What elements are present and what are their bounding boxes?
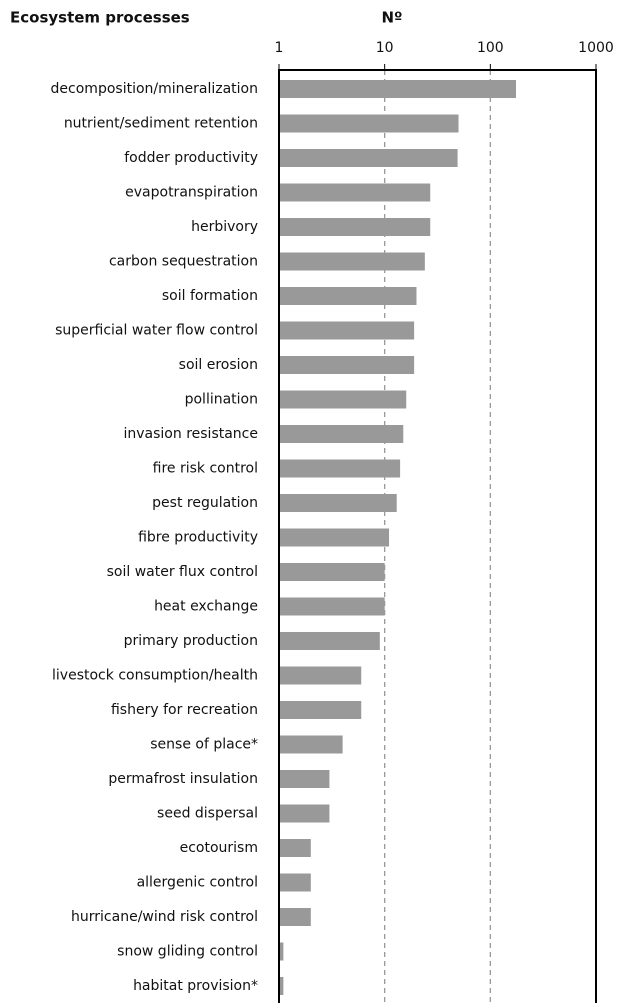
y-tick-label: fodder productivity — [124, 150, 258, 166]
y-tick-label: livestock consumption/health — [52, 668, 258, 684]
y-tick-label: sense of place* — [150, 737, 258, 753]
y-tick-label: snow gliding control — [117, 944, 258, 960]
bar — [279, 494, 397, 512]
y-tick-label: heat exchange — [154, 599, 258, 615]
y-tick-label: seed dispersal — [157, 806, 258, 822]
bar — [279, 666, 362, 685]
bar — [279, 770, 330, 788]
y-tick-label: nutrient/sediment retention — [64, 116, 258, 132]
y-tick-label: hurricane/wind risk control — [71, 909, 258, 925]
bar — [279, 459, 401, 478]
chart-title: Ecosystem processes — [10, 9, 190, 27]
x-tick-label: 1 — [275, 40, 284, 56]
bar — [279, 390, 407, 409]
bar — [279, 114, 459, 133]
bar — [279, 287, 417, 305]
y-tick-label: decomposition/mineralization — [51, 81, 258, 97]
x-tick-label: 10 — [376, 40, 394, 56]
y-tick-label: ecotourism — [180, 840, 258, 856]
bar — [279, 735, 343, 754]
bar — [279, 149, 458, 167]
y-tick-label: pest regulation — [152, 495, 258, 511]
y-tick-label: herbivory — [191, 219, 258, 235]
y-tick-label: pollination — [185, 392, 258, 408]
y-tick-label: permafrost insulation — [108, 771, 258, 787]
plot-frame — [278, 69, 597, 1003]
bar — [279, 632, 380, 650]
bar — [279, 356, 415, 374]
bar — [279, 597, 385, 616]
y-tick-label: primary production — [124, 633, 258, 649]
x-axis-label: Nº — [381, 9, 402, 27]
y-tick-label: carbon sequestration — [109, 254, 258, 270]
bar — [279, 839, 311, 857]
y-tick-label: invasion resistance — [124, 426, 259, 442]
y-tick-label: soil water flux control — [107, 564, 258, 580]
bar — [279, 701, 362, 719]
bar — [279, 908, 311, 926]
bar — [279, 977, 284, 995]
bar — [279, 321, 415, 340]
y-tick-label: fibre productivity — [138, 530, 258, 546]
y-tick-label: fishery for recreation — [111, 702, 258, 718]
y-tick-label: soil formation — [162, 288, 258, 304]
bar — [279, 804, 330, 823]
bar — [279, 942, 284, 961]
y-tick-label: allergenic control — [137, 875, 258, 891]
x-tick-label: 1000 — [578, 40, 614, 56]
x-tick-label: 100 — [477, 40, 504, 56]
y-tick-label: habitat provision* — [133, 978, 258, 994]
bar — [279, 425, 404, 443]
bar — [279, 563, 385, 581]
y-tick-label: fire risk control — [153, 461, 258, 477]
bar — [279, 183, 431, 202]
bar — [279, 528, 390, 547]
bar — [279, 252, 425, 271]
y-tick-label: soil erosion — [179, 357, 258, 373]
bar — [279, 218, 431, 236]
y-tick-label: evapotranspiration — [125, 185, 258, 201]
y-tick-label: superficial water flow control — [55, 323, 258, 339]
bar — [279, 873, 311, 892]
bar — [279, 80, 517, 98]
